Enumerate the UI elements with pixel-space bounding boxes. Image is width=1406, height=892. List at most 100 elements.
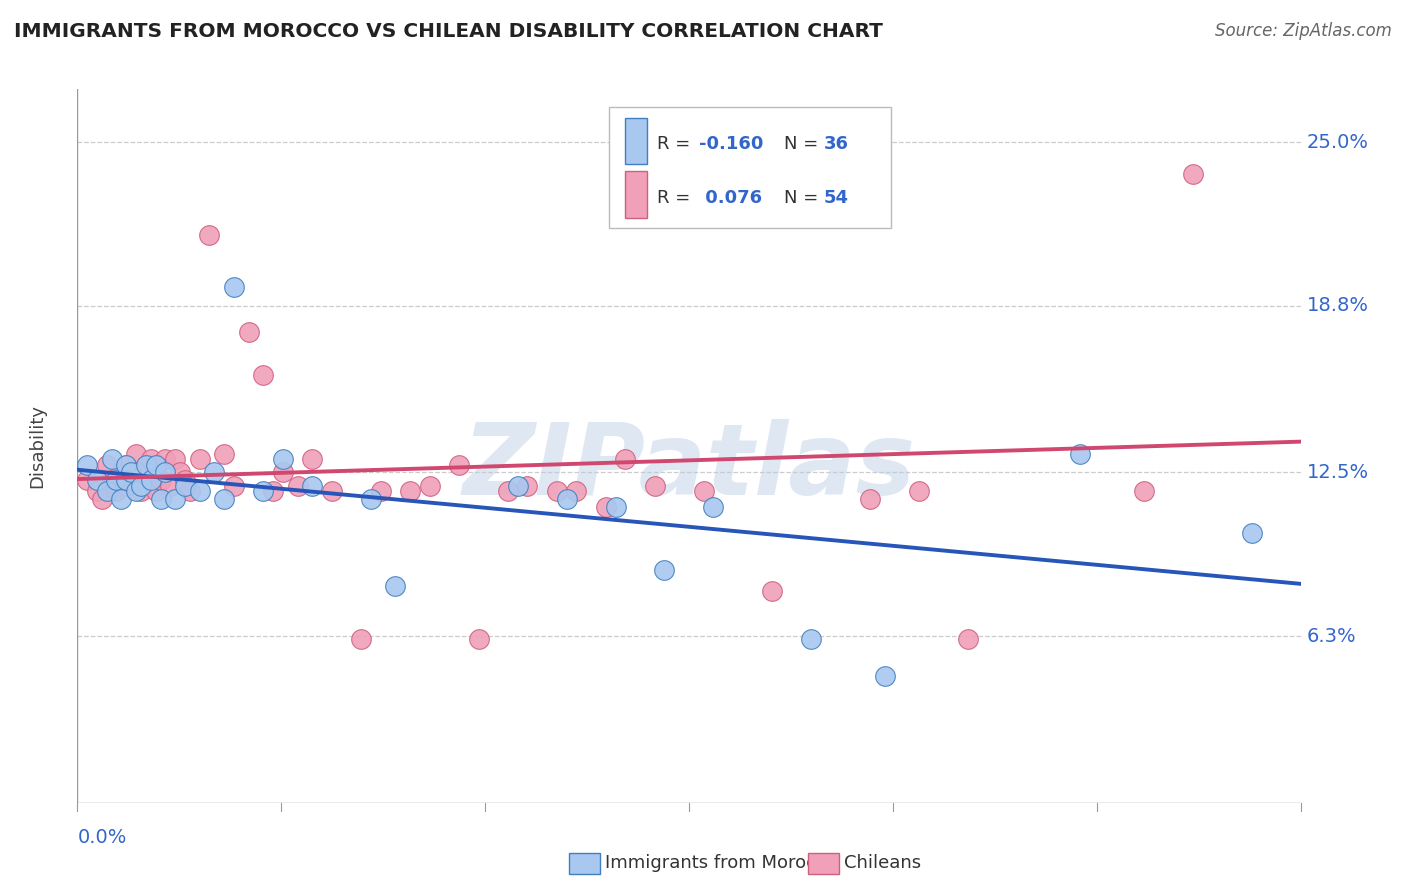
Text: ZIPatlas: ZIPatlas: [463, 419, 915, 516]
Point: [800, 632, 823, 646]
Point: [135, 458, 157, 472]
Point: [654, 563, 676, 577]
Point: [252, 483, 274, 498]
Point: [956, 632, 979, 646]
Point: [155, 466, 177, 480]
Point: [252, 368, 274, 382]
Point: [447, 458, 470, 472]
Point: [370, 483, 392, 498]
Point: [761, 584, 783, 599]
Point: [212, 447, 235, 461]
Point: [614, 452, 637, 467]
Text: 0.076: 0.076: [699, 189, 762, 207]
Point: [105, 474, 128, 488]
Point: [555, 491, 578, 506]
Point: [105, 483, 128, 498]
Point: [120, 466, 142, 480]
Point: [96, 458, 118, 472]
Point: [516, 478, 538, 492]
Point: [271, 466, 294, 480]
Point: [96, 483, 118, 498]
Text: 6.3%: 6.3%: [1306, 627, 1357, 646]
Point: [1133, 483, 1156, 498]
Point: [76, 474, 98, 488]
Point: [188, 483, 211, 498]
Point: [135, 474, 157, 488]
Bar: [626, 118, 647, 164]
Point: [506, 478, 529, 492]
Point: [155, 452, 177, 467]
FancyBboxPatch shape: [609, 107, 891, 228]
Point: [644, 478, 666, 492]
Point: [115, 458, 138, 472]
Point: [100, 452, 122, 467]
Point: [125, 483, 148, 498]
Point: [165, 452, 187, 467]
Point: [546, 483, 568, 498]
Point: [419, 478, 441, 492]
Point: [86, 483, 108, 498]
Point: [384, 579, 406, 593]
Point: [702, 500, 724, 514]
Point: [188, 452, 211, 467]
Point: [165, 491, 187, 506]
Point: [76, 458, 98, 472]
Text: 25.0%: 25.0%: [1306, 133, 1368, 152]
Point: [139, 452, 162, 467]
Point: [222, 280, 245, 294]
Point: [1069, 447, 1091, 461]
Point: [110, 491, 132, 506]
Point: [129, 483, 152, 498]
Text: 54: 54: [824, 189, 848, 207]
Point: [86, 474, 108, 488]
Point: [145, 483, 167, 498]
Point: [125, 466, 148, 480]
Text: R =: R =: [657, 189, 696, 207]
Point: [859, 491, 882, 506]
Point: [605, 500, 627, 514]
Text: 0.0%: 0.0%: [77, 828, 127, 847]
Point: [115, 458, 138, 472]
Point: [179, 483, 201, 498]
Text: Chileans: Chileans: [844, 855, 921, 872]
Point: [238, 326, 260, 340]
Point: [125, 447, 148, 461]
Point: [115, 474, 138, 488]
Point: [222, 478, 245, 492]
Point: [262, 483, 284, 498]
Text: -0.160: -0.160: [699, 136, 763, 153]
Point: [399, 483, 422, 498]
Point: [212, 491, 235, 506]
Text: IMMIGRANTS FROM MOROCCO VS CHILEAN DISABILITY CORRELATION CHART: IMMIGRANTS FROM MOROCCO VS CHILEAN DISAB…: [14, 22, 883, 41]
Text: Immigrants from Morocco: Immigrants from Morocco: [605, 855, 837, 872]
Point: [202, 466, 225, 480]
Point: [873, 669, 896, 683]
Point: [595, 500, 617, 514]
Point: [360, 491, 382, 506]
Point: [1181, 167, 1204, 181]
Text: N =: N =: [785, 189, 824, 207]
Point: [115, 478, 138, 492]
Text: 18.8%: 18.8%: [1306, 296, 1368, 316]
Point: [908, 483, 931, 498]
Bar: [626, 171, 647, 218]
Point: [287, 478, 309, 492]
Point: [198, 227, 221, 242]
Point: [169, 466, 191, 480]
Point: [129, 478, 152, 492]
Text: Source: ZipAtlas.com: Source: ZipAtlas.com: [1215, 22, 1392, 40]
Point: [90, 491, 112, 506]
Point: [145, 458, 167, 472]
Point: [159, 478, 181, 492]
Text: N =: N =: [785, 136, 824, 153]
Point: [100, 474, 122, 488]
Point: [110, 466, 132, 480]
Text: Disability: Disability: [28, 404, 46, 488]
Point: [271, 452, 294, 467]
Point: [321, 483, 343, 498]
Text: 36: 36: [824, 136, 848, 153]
Point: [174, 474, 197, 488]
Point: [301, 478, 323, 492]
Point: [350, 632, 373, 646]
Point: [174, 478, 197, 492]
